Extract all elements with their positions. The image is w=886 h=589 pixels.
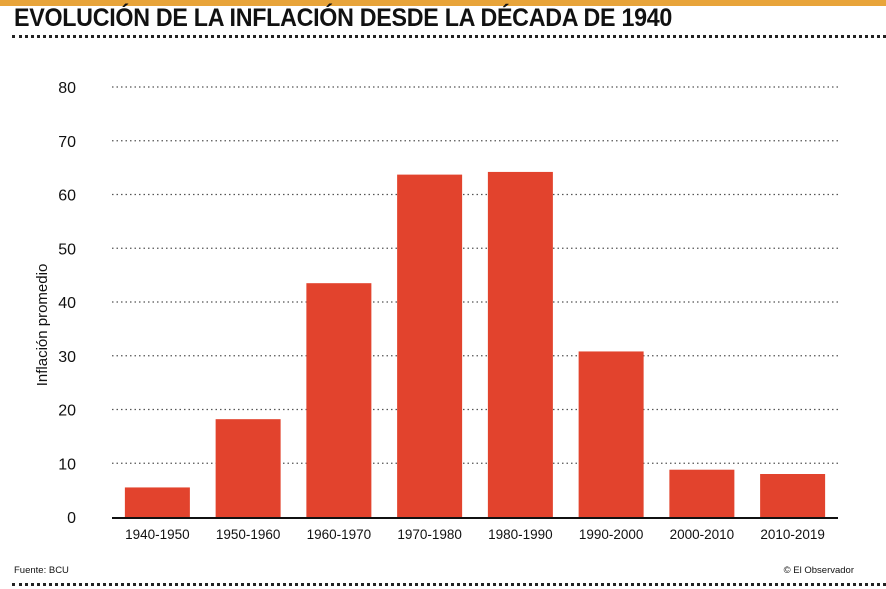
x-tick-label: 1960-1970 (307, 527, 372, 542)
x-tick-label: 1950-1960 (216, 527, 281, 542)
publisher-credit: © El Observador (783, 565, 854, 576)
source-note: Fuente: BCU (14, 565, 69, 576)
bar-1990-2000 (578, 351, 644, 517)
bar-2000-2010 (669, 469, 735, 517)
y-tick-label: 30 (58, 349, 76, 366)
y-axis-ticks: 0 10 20 30 40 50 60 70 80 (58, 80, 76, 527)
x-tick-label: 2000-2010 (670, 527, 735, 542)
bar-2010-2019 (760, 474, 826, 517)
bars (124, 171, 826, 518)
gridlines (112, 86, 838, 464)
bar-1970-1980 (397, 174, 463, 518)
chart-title: EVOLUCIÓN DE LA INFLACIÓN DESDE LA DÉCAD… (14, 4, 673, 32)
bar-1950-1960 (215, 419, 281, 517)
footer-divider (12, 583, 886, 586)
y-tick-label: 70 (58, 134, 76, 151)
y-tick-label: 50 (58, 241, 76, 258)
y-tick-label: 0 (67, 510, 76, 527)
title-divider (12, 35, 886, 38)
x-axis-ticks: 1940-1950 1950-1960 1960-1970 1970-1980 1980… (125, 527, 825, 542)
bar-1960-1970 (306, 283, 372, 517)
y-axis-label: Inflación promedio (34, 264, 51, 387)
y-tick-label: 60 (58, 188, 76, 205)
bar-1940-1950 (124, 487, 190, 517)
x-tick-label: 1990-2000 (579, 527, 644, 542)
x-tick-label: 1940-1950 (125, 527, 190, 542)
bar-1980-1990 (487, 171, 553, 518)
y-tick-label: 20 (58, 403, 76, 420)
x-tick-label: 1970-1980 (397, 527, 462, 542)
y-tick-label: 10 (58, 456, 76, 473)
y-tick-label: 40 (58, 295, 76, 312)
x-tick-label: 1980-1990 (488, 527, 553, 542)
accent-top-bar (0, 0, 886, 6)
y-tick-label: 80 (58, 80, 76, 97)
x-tick-label: 2010-2019 (760, 527, 825, 542)
